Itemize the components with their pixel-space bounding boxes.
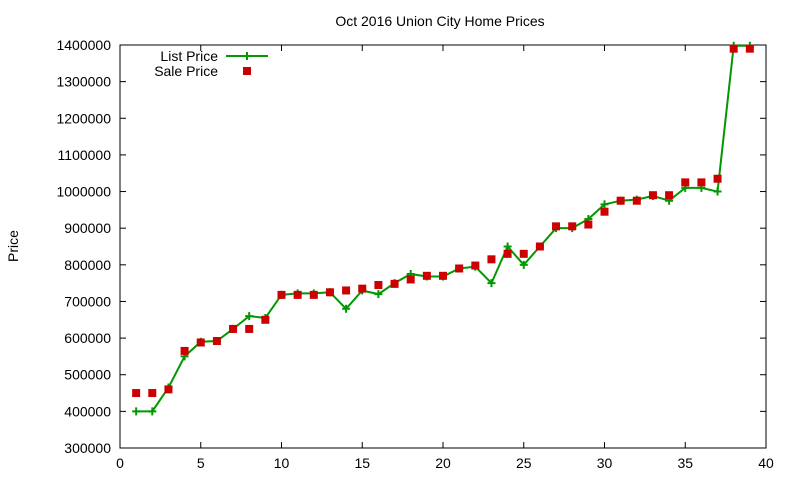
point-sale-price bbox=[164, 385, 173, 394]
point-sale-price bbox=[616, 196, 625, 205]
x-tick-label: 10 bbox=[274, 455, 290, 471]
point-sale-price bbox=[261, 315, 270, 324]
point-sale-price bbox=[212, 337, 221, 346]
point-sale-price bbox=[632, 196, 641, 205]
y-tick-label: 1200000 bbox=[56, 110, 111, 126]
point-sale-price bbox=[487, 255, 496, 264]
x-tick-label: 0 bbox=[116, 455, 124, 471]
legend-marker-sale-price bbox=[243, 67, 251, 75]
y-tick-label: 1000000 bbox=[56, 184, 111, 200]
point-sale-price bbox=[422, 271, 431, 280]
y-tick-label: 1100000 bbox=[58, 147, 112, 163]
point-sale-price bbox=[358, 284, 367, 293]
point-list-price bbox=[245, 312, 254, 321]
y-tick-label: 400000 bbox=[64, 403, 111, 419]
legend-marker-list-price bbox=[243, 52, 251, 60]
y-tick-label: 1400000 bbox=[56, 37, 111, 53]
point-sale-price bbox=[681, 178, 690, 187]
point-sale-price bbox=[325, 288, 334, 297]
point-sale-price bbox=[600, 207, 609, 216]
point-sale-price bbox=[406, 275, 415, 284]
y-tick-label: 700000 bbox=[64, 293, 111, 309]
x-tick-label: 15 bbox=[354, 455, 370, 471]
point-sale-price bbox=[293, 290, 302, 299]
y-tick-label: 300000 bbox=[64, 440, 111, 456]
point-list-price bbox=[487, 279, 496, 288]
x-tick-label: 25 bbox=[516, 455, 532, 471]
legend-label-list-price: List Price bbox=[160, 48, 218, 64]
point-sale-price bbox=[729, 44, 738, 53]
point-sale-price bbox=[132, 389, 141, 398]
point-sale-price bbox=[374, 280, 383, 289]
point-sale-price bbox=[552, 222, 561, 231]
y-tick-label: 1300000 bbox=[56, 74, 111, 90]
x-tick-label: 5 bbox=[197, 455, 205, 471]
point-sale-price bbox=[471, 261, 480, 270]
legend: List Price Sale Price bbox=[154, 48, 268, 79]
point-sale-price bbox=[713, 174, 722, 183]
point-list-price bbox=[342, 304, 351, 313]
point-sale-price bbox=[745, 44, 754, 53]
y-tick-label: 600000 bbox=[64, 330, 111, 346]
point-list-price bbox=[374, 290, 383, 299]
point-sale-price bbox=[439, 271, 447, 280]
point-list-price bbox=[713, 187, 722, 196]
point-sale-price bbox=[697, 178, 706, 187]
point-sale-price bbox=[568, 222, 577, 231]
point-sale-price bbox=[519, 249, 528, 258]
point-sale-price bbox=[648, 191, 657, 200]
point-sale-price bbox=[665, 191, 674, 200]
point-list-price bbox=[503, 242, 512, 251]
legend-label-sale-price: Sale Price bbox=[154, 63, 218, 79]
point-sale-price bbox=[229, 324, 238, 333]
x-tick-label: 20 bbox=[435, 455, 451, 471]
y-axis-label: Price bbox=[5, 230, 21, 262]
point-sale-price bbox=[196, 338, 205, 347]
point-sale-price bbox=[390, 279, 399, 288]
point-sale-price bbox=[535, 242, 544, 251]
chart-title: Oct 2016 Union City Home Prices bbox=[335, 13, 544, 29]
point-sale-price bbox=[180, 346, 189, 355]
point-sale-price bbox=[455, 264, 464, 273]
point-list-price bbox=[600, 200, 609, 209]
point-sale-price bbox=[342, 286, 351, 295]
point-sale-price bbox=[245, 324, 254, 333]
point-sale-price bbox=[503, 249, 512, 258]
point-list-price bbox=[132, 407, 141, 416]
point-sale-price bbox=[309, 290, 318, 299]
point-list-price bbox=[148, 407, 157, 416]
point-sale-price bbox=[584, 220, 593, 229]
y-tick-label: 500000 bbox=[64, 367, 111, 383]
y-tick-label: 900000 bbox=[64, 220, 111, 236]
y-tick-label: 800000 bbox=[64, 257, 111, 273]
series-line-list-price bbox=[136, 44, 750, 413]
axes: 0 5 10 15 20 25 30 35 40 300000 400000 500000 600000… bbox=[56, 37, 774, 471]
x-tick-label: 40 bbox=[758, 455, 774, 471]
point-sale-price bbox=[148, 389, 157, 398]
x-tick-label: 35 bbox=[677, 455, 693, 471]
point-list-price bbox=[519, 260, 528, 269]
x-tick-label: 30 bbox=[597, 455, 613, 471]
series-group bbox=[132, 41, 754, 416]
point-sale-price bbox=[277, 290, 286, 299]
plot-frame bbox=[119, 44, 767, 449]
